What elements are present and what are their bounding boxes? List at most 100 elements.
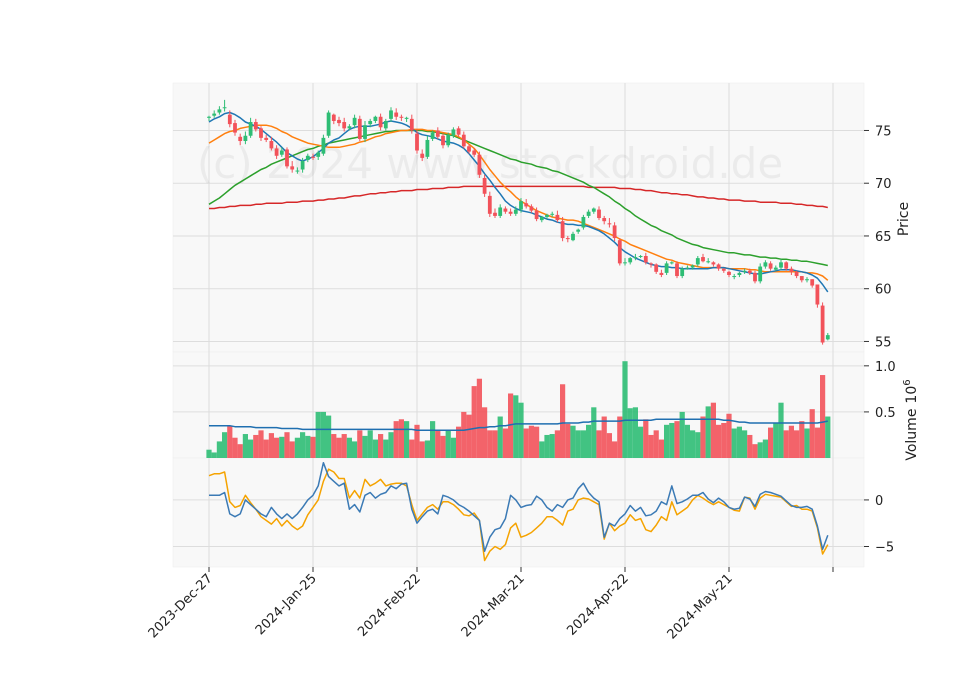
candle-body <box>373 116 378 121</box>
volume-bar <box>658 439 664 458</box>
candle-body <box>737 272 742 275</box>
candle-body <box>461 134 466 147</box>
candle-body <box>534 210 539 220</box>
ma-line-ma-long <box>208 129 828 267</box>
x-tick-label: 2024-May-21 <box>665 571 736 642</box>
volume-bar <box>674 421 680 458</box>
volume-axis-label: Volume 106 <box>902 379 920 460</box>
candle-body <box>243 135 248 142</box>
candle-body <box>732 276 737 278</box>
volume-bar <box>560 384 566 458</box>
volume-bar <box>757 442 763 458</box>
volume-bar <box>695 432 701 458</box>
candle-body <box>591 208 596 212</box>
candle-body <box>264 137 269 140</box>
candle-body <box>680 268 685 277</box>
volume-ma-line <box>209 418 828 432</box>
volume-bar <box>466 414 472 458</box>
candle-body <box>415 133 419 151</box>
volume-bar <box>419 441 425 458</box>
candlesticks <box>207 99 830 345</box>
candle-body <box>409 118 414 131</box>
volume-bar <box>731 428 737 458</box>
volume-bar <box>294 437 300 458</box>
candle-body <box>581 216 586 228</box>
volume-tick-label: 0.5 <box>875 406 896 421</box>
volume-bar <box>523 428 529 458</box>
candle-body <box>628 258 633 263</box>
candle-body <box>389 110 393 119</box>
candle-body <box>451 129 456 136</box>
volume-bar <box>648 434 654 458</box>
volume-bar <box>632 407 638 458</box>
volume-bar <box>315 411 321 458</box>
volume-bar <box>549 434 555 458</box>
candle-body <box>550 213 555 215</box>
volume-bar <box>450 437 456 458</box>
oscillator-tick-label: −5 <box>875 541 894 556</box>
candle-body <box>545 214 549 217</box>
candle-body <box>753 272 757 282</box>
volume-bar <box>206 449 212 458</box>
volume-bar <box>773 422 779 458</box>
candle-body <box>467 146 471 152</box>
candle-body <box>633 257 638 259</box>
x-tick-label: 2024-Apr-22 <box>564 571 631 638</box>
volume-bar <box>544 434 550 458</box>
volume-bar <box>679 411 685 458</box>
volume-bar <box>248 439 254 458</box>
volume-bar <box>393 421 399 458</box>
candle-body <box>602 218 607 222</box>
candle-body <box>248 122 253 136</box>
candle-body <box>799 276 804 281</box>
volume-bar <box>721 422 727 458</box>
volume-bar <box>289 441 295 458</box>
moving-average-lines <box>208 111 829 293</box>
oscillator-line-1 <box>209 461 829 552</box>
volume-bar <box>326 415 332 458</box>
candle-body <box>643 256 648 263</box>
ma-line-ma-200 <box>209 185 828 210</box>
volume-tick-label: 1.0 <box>875 360 896 375</box>
volume-bar <box>768 427 774 458</box>
candle-body <box>664 263 669 273</box>
volume-bar <box>518 402 524 458</box>
volume-bar <box>216 441 222 458</box>
volume-bar <box>783 430 789 458</box>
candle-body <box>690 265 695 268</box>
candle-body <box>326 112 331 136</box>
candle-body <box>508 211 513 214</box>
price-panel-background <box>172 82 865 353</box>
volume-bar <box>258 430 264 458</box>
candle-body <box>727 271 731 275</box>
price-tick-label: 60 <box>875 283 892 298</box>
candle-body <box>207 116 211 118</box>
candle-body <box>352 117 357 126</box>
candle-body <box>498 207 503 216</box>
candle-body <box>394 112 399 117</box>
candle-body <box>337 119 341 124</box>
candle-body <box>519 201 523 210</box>
volume-bar <box>627 408 633 458</box>
candle-body <box>779 262 783 268</box>
volume-bar <box>814 427 820 458</box>
candle-body <box>321 137 326 154</box>
candle-body <box>711 262 716 265</box>
candle-body <box>212 113 217 116</box>
oscillator-tick-label: 0 <box>875 494 883 509</box>
volume-bar <box>471 386 477 458</box>
volume-bar <box>227 425 233 458</box>
volume-bar <box>606 433 612 458</box>
volume-bar <box>404 421 410 458</box>
candle-body <box>539 216 544 221</box>
price-tick-label: 65 <box>875 230 892 245</box>
candle-body <box>825 335 830 340</box>
candle-body <box>794 271 799 277</box>
candle-body <box>290 166 295 170</box>
volume-bar <box>440 435 446 458</box>
candle-body <box>815 284 820 305</box>
candle-body <box>721 268 726 271</box>
volume-axis-exponent: 106 <box>902 379 920 403</box>
candle-body <box>773 267 778 270</box>
candle-body <box>238 136 243 142</box>
